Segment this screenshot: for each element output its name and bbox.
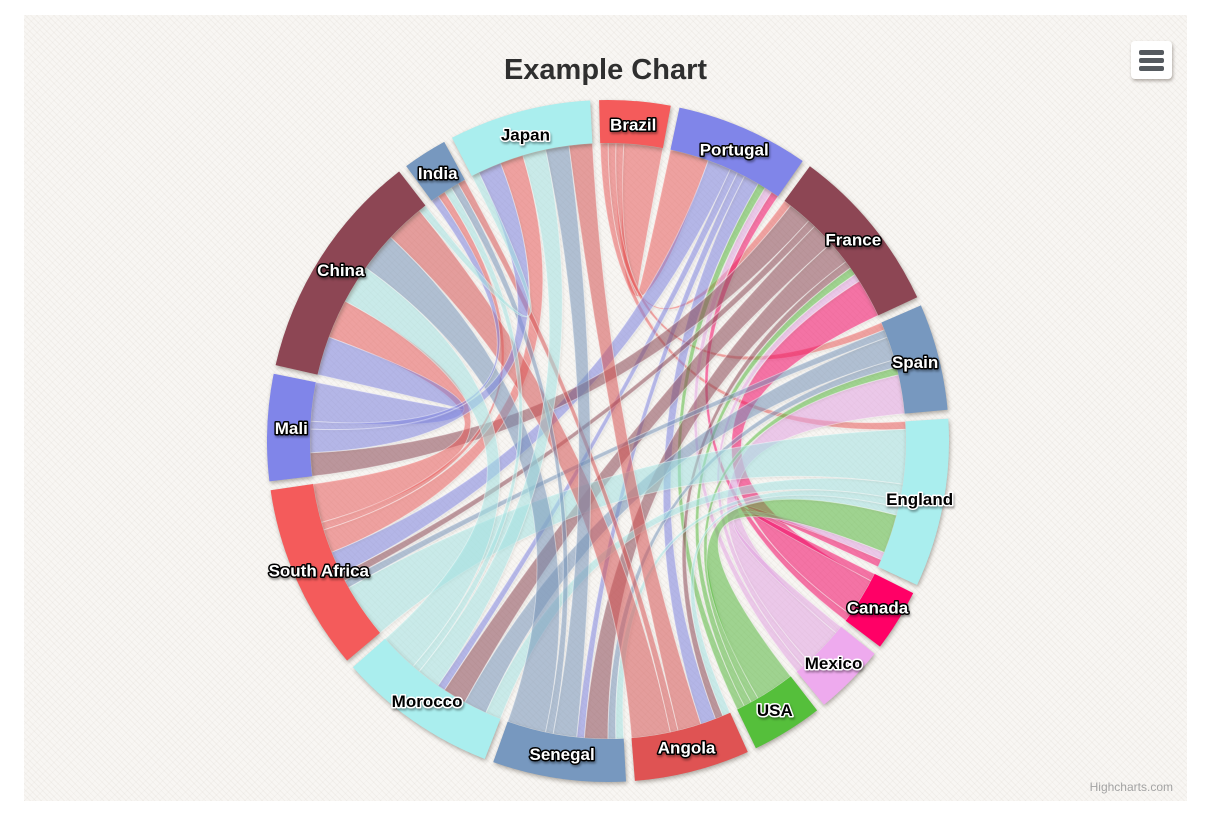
node-label-india: India: [418, 164, 458, 183]
node-arc-portugal[interactable]: [670, 107, 803, 197]
node-label-mexico: Mexico: [805, 654, 863, 673]
node-label-senegal: Senegal: [529, 745, 594, 764]
link-morocco-japan[interactable]: [418, 149, 563, 687]
node-arc-south-africa[interactable]: [270, 484, 380, 661]
node-arc-france[interactable]: [784, 166, 918, 316]
node-label-spain: Spain: [892, 353, 938, 372]
node-label-mali: Mali: [275, 419, 308, 438]
node-label-england: England: [886, 490, 953, 509]
link-ribbons: [309, 142, 907, 740]
node-label-france: France: [825, 231, 881, 250]
node-arc-india[interactable]: [406, 141, 465, 201]
node-arc-spain[interactable]: [881, 305, 948, 414]
link-morocco-china[interactable]: [344, 267, 501, 668]
node-arc-mexico[interactable]: [796, 626, 875, 705]
node-label-brazil: Brazil: [610, 116, 656, 135]
node-arc-brazil[interactable]: [599, 99, 671, 149]
node-arc-mali[interactable]: [267, 373, 316, 482]
link-morocco-india[interactable]: [412, 186, 523, 673]
node-arc-japan[interactable]: [452, 100, 593, 177]
node-label-angola: Angola: [658, 739, 716, 758]
node-arc-senegal[interactable]: [493, 721, 626, 782]
chart-container: Example Chart Brazil Portugal France Spain E…: [24, 15, 1187, 801]
node-label-canada: Canada: [847, 599, 909, 618]
context-menu-button[interactable]: [1131, 41, 1172, 79]
node-arc-england[interactable]: [878, 418, 950, 585]
node-arc-angola[interactable]: [631, 712, 748, 781]
node-label-usa: USA: [757, 701, 793, 720]
node-label-morocco: Morocco: [392, 692, 463, 711]
node-arc-morocco[interactable]: [352, 638, 501, 759]
node-arc-usa[interactable]: [737, 676, 818, 749]
node-arc-canada[interactable]: [845, 573, 914, 647]
node-label-japan: Japan: [501, 126, 550, 145]
link-japan-china[interactable]: [418, 171, 532, 318]
credits-link[interactable]: Highcharts.com: [1089, 780, 1173, 794]
node-arc-china[interactable]: [275, 171, 426, 375]
chart-title: Example Chart: [503, 54, 708, 87]
node-label-south-africa: South Africa: [269, 561, 370, 580]
node-label-portugal: Portugal: [700, 141, 769, 160]
node-labels: Brazil Portugal France Spain England Canada Me…: [267, 114, 955, 766]
node-arcs: [267, 99, 950, 782]
node-label-china: China: [317, 261, 365, 280]
